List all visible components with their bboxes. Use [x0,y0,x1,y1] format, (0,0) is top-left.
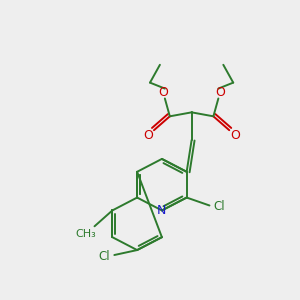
Text: CH₃: CH₃ [75,229,96,239]
Text: Cl: Cl [214,200,225,213]
Text: O: O [230,129,240,142]
Text: N: N [157,204,167,217]
Text: O: O [215,86,225,99]
Text: Cl: Cl [99,250,110,262]
Text: O: O [158,86,168,99]
Text: O: O [143,129,153,142]
